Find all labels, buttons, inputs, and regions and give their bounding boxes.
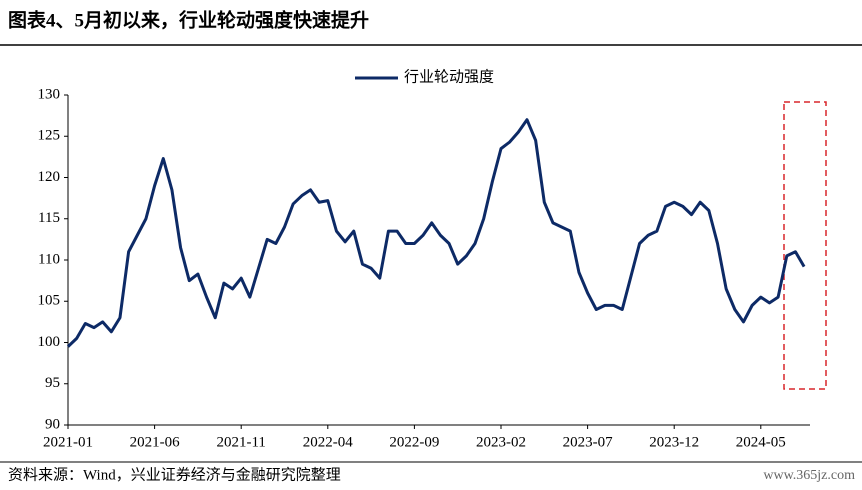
source: 资料来源：Wind，兴业证券经济与金融研究院整理 — [8, 465, 341, 483]
x-tick-label: 2021-06 — [130, 434, 180, 450]
chart-title: 图表4、5月初以来，行业轮动强度快速提升 — [8, 8, 369, 31]
y-tick-label: 90 — [45, 416, 60, 432]
x-tick-label: 2023-12 — [649, 434, 699, 450]
y-tick-label: 115 — [38, 210, 60, 226]
x-tick-label: 2022-09 — [389, 434, 439, 450]
y-tick-label: 110 — [38, 251, 60, 267]
x-tick-label: 2023-02 — [476, 434, 526, 450]
x-tick-label: 2022-04 — [303, 434, 353, 450]
x-tick-label: 2024-05 — [736, 434, 786, 450]
y-tick-label: 130 — [38, 86, 61, 102]
highlight-box — [783, 101, 827, 390]
y-tick-label: 125 — [38, 128, 61, 144]
line — [66, 118, 806, 348]
x-tick-label: 2023-07 — [563, 434, 613, 450]
legend-label: 行业轮动强度 — [404, 68, 494, 85]
watermark: www.365jz.com — [763, 468, 855, 483]
y-tick-label: 105 — [38, 293, 61, 309]
x-tick-label: 2021-01 — [43, 434, 93, 450]
y-tick-label: 120 — [38, 169, 61, 185]
y-tick-label: 95 — [45, 375, 60, 391]
x-tick-label: 2021-11 — [216, 434, 265, 450]
y-tick-label: 100 — [38, 334, 61, 350]
